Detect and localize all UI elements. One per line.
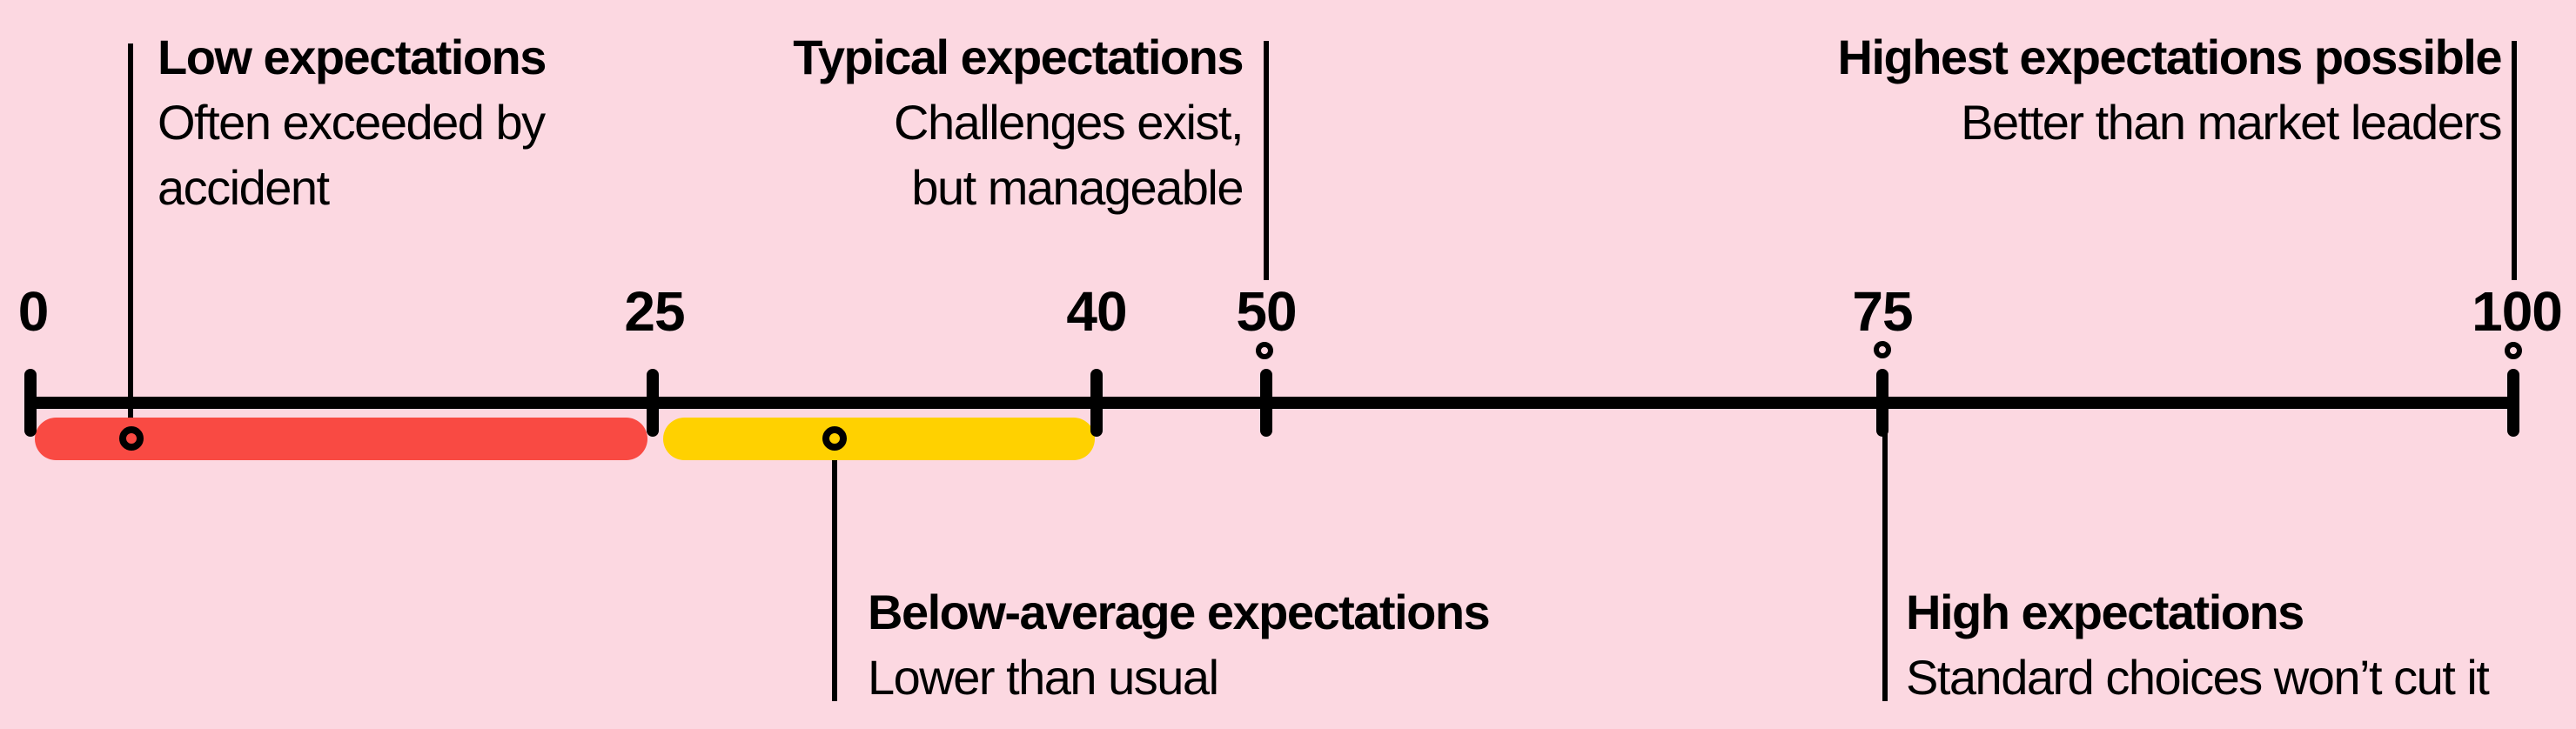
marker-dot-low-expectations <box>119 426 144 451</box>
axis-tick-50 <box>1260 369 1272 437</box>
tick-label-25: 25 <box>624 280 685 343</box>
axis-tick-0 <box>24 369 37 437</box>
axis-tick-100 <box>2507 369 2519 437</box>
annotation-title: Highest expectations possible <box>1837 30 2503 84</box>
tick-label-75: 75 <box>1852 280 1913 343</box>
leader-line-high-expectations <box>1882 433 1888 701</box>
annotation-text: Lower than usual <box>868 650 1219 705</box>
marker-dot-50 <box>1256 342 1273 359</box>
annotation-text: Challenges exist, <box>894 95 1244 150</box>
marker-dot-100 <box>2505 342 2522 359</box>
leader-line-highest-expectations <box>2512 41 2517 280</box>
axis-tick-25 <box>647 369 659 437</box>
annotation-title: High expectations <box>1906 585 2304 639</box>
annotation-text: Better than market leaders <box>1961 95 2502 150</box>
annotation-title: Low expectations <box>158 30 547 84</box>
annotation-title: Below-average expectations <box>868 585 1491 639</box>
annotation-text: accident <box>158 160 330 215</box>
annotation-high-expectations: High expectations Standard choices won’t… <box>1906 579 2490 710</box>
annotation-typical-expectations: Typical expectations Challenges exist, b… <box>793 24 1244 220</box>
leader-line-typical-expectations <box>1264 41 1269 280</box>
tick-label-100: 100 <box>2472 280 2563 343</box>
tick-label-0: 0 <box>17 280 50 343</box>
marker-dot-75 <box>1874 341 1891 358</box>
axis-tick-75 <box>1876 369 1888 437</box>
marker-dot-below-average-expectations <box>822 426 847 451</box>
annotation-text: Often exceeded by <box>158 95 546 150</box>
annotation-highest-expectations: Highest expectations possible Better tha… <box>1837 24 2503 155</box>
below-average-range-bar <box>663 418 1095 460</box>
leader-line-low-expectations <box>128 43 133 426</box>
tick-label-50: 50 <box>1236 280 1297 343</box>
annotation-below-average-expectations: Below-average expectations Lower than us… <box>868 579 1491 710</box>
annotation-low-expectations: Low expectations Often exceeded by accid… <box>158 24 547 220</box>
annotation-text: but manageable <box>911 160 1244 215</box>
axis-tick-40 <box>1090 369 1103 437</box>
tick-label-40: 40 <box>1066 280 1127 343</box>
leader-line-below-average-expectations <box>832 451 837 701</box>
annotation-text: Standard choices won’t cut it <box>1906 650 2490 705</box>
annotation-title: Typical expectations <box>793 30 1244 84</box>
